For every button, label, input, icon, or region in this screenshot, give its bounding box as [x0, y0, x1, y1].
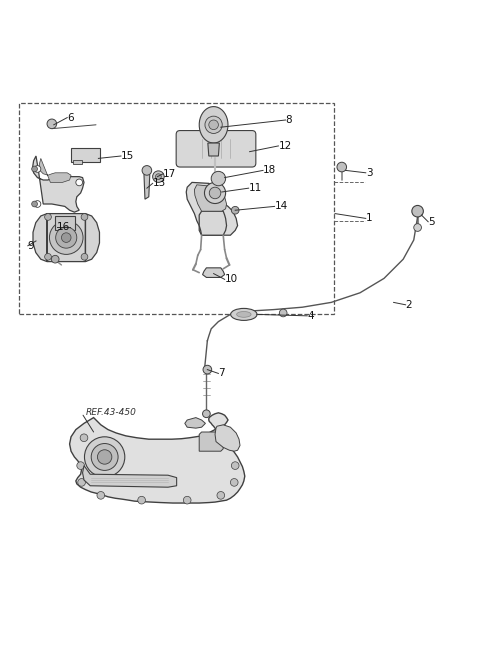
- Circle shape: [230, 478, 238, 487]
- Text: 11: 11: [249, 183, 262, 193]
- Text: 1: 1: [366, 214, 372, 223]
- Polygon shape: [199, 107, 228, 143]
- Text: 12: 12: [278, 141, 292, 151]
- Text: 16: 16: [57, 222, 70, 232]
- Polygon shape: [199, 432, 223, 451]
- Circle shape: [153, 171, 164, 182]
- Polygon shape: [215, 425, 240, 451]
- Text: 4: 4: [307, 311, 314, 321]
- Bar: [55, 216, 75, 230]
- Polygon shape: [144, 171, 150, 199]
- Circle shape: [84, 437, 125, 477]
- Circle shape: [45, 253, 51, 260]
- Text: 13: 13: [153, 178, 166, 188]
- Text: 6: 6: [67, 113, 74, 122]
- Circle shape: [204, 182, 226, 204]
- Polygon shape: [39, 159, 71, 182]
- Polygon shape: [185, 417, 205, 428]
- Text: 10: 10: [225, 274, 238, 284]
- Polygon shape: [186, 182, 238, 235]
- Circle shape: [337, 162, 347, 172]
- Circle shape: [156, 174, 161, 179]
- Circle shape: [209, 120, 218, 130]
- Bar: [19, 103, 334, 314]
- Circle shape: [279, 309, 287, 317]
- Circle shape: [49, 221, 83, 255]
- FancyBboxPatch shape: [176, 130, 256, 167]
- Circle shape: [97, 450, 112, 464]
- Text: REF.43-450: REF.43-450: [85, 409, 136, 417]
- Text: 3: 3: [366, 168, 372, 178]
- Text: 17: 17: [163, 169, 177, 179]
- Polygon shape: [33, 214, 99, 261]
- Bar: [73, 161, 82, 164]
- Ellipse shape: [237, 312, 251, 317]
- Circle shape: [81, 253, 88, 260]
- Text: 5: 5: [428, 217, 435, 226]
- Circle shape: [47, 119, 57, 128]
- Text: 14: 14: [275, 202, 288, 212]
- Circle shape: [412, 206, 423, 217]
- Circle shape: [203, 410, 210, 417]
- Circle shape: [81, 214, 88, 220]
- Circle shape: [183, 497, 191, 504]
- Circle shape: [34, 165, 41, 172]
- Circle shape: [34, 201, 41, 208]
- Circle shape: [76, 179, 83, 185]
- Polygon shape: [194, 185, 227, 211]
- Circle shape: [231, 462, 239, 470]
- Circle shape: [211, 171, 226, 185]
- Circle shape: [414, 224, 421, 231]
- Circle shape: [56, 227, 77, 248]
- Circle shape: [61, 233, 71, 243]
- Text: 2: 2: [406, 300, 412, 310]
- Circle shape: [78, 478, 85, 487]
- Text: 18: 18: [263, 165, 276, 175]
- Circle shape: [226, 440, 233, 448]
- Polygon shape: [33, 156, 84, 212]
- Polygon shape: [203, 268, 225, 278]
- Circle shape: [32, 201, 37, 207]
- Text: 9: 9: [28, 241, 35, 251]
- Circle shape: [80, 434, 88, 442]
- Circle shape: [32, 166, 37, 172]
- Circle shape: [77, 462, 84, 470]
- Polygon shape: [208, 143, 219, 156]
- Text: 7: 7: [218, 368, 225, 378]
- Text: 15: 15: [121, 151, 134, 161]
- Circle shape: [231, 206, 239, 214]
- Circle shape: [209, 187, 221, 199]
- Polygon shape: [199, 211, 227, 235]
- Circle shape: [138, 497, 145, 504]
- Polygon shape: [70, 413, 245, 503]
- Circle shape: [203, 366, 212, 374]
- Circle shape: [217, 491, 225, 499]
- Polygon shape: [83, 466, 177, 487]
- Circle shape: [205, 116, 222, 134]
- Text: 8: 8: [286, 115, 292, 125]
- Circle shape: [97, 491, 105, 499]
- Circle shape: [91, 444, 118, 470]
- Ellipse shape: [230, 308, 257, 321]
- Bar: [71, 148, 100, 162]
- Circle shape: [45, 214, 51, 220]
- Circle shape: [142, 165, 152, 175]
- Circle shape: [219, 426, 227, 433]
- Circle shape: [51, 255, 59, 263]
